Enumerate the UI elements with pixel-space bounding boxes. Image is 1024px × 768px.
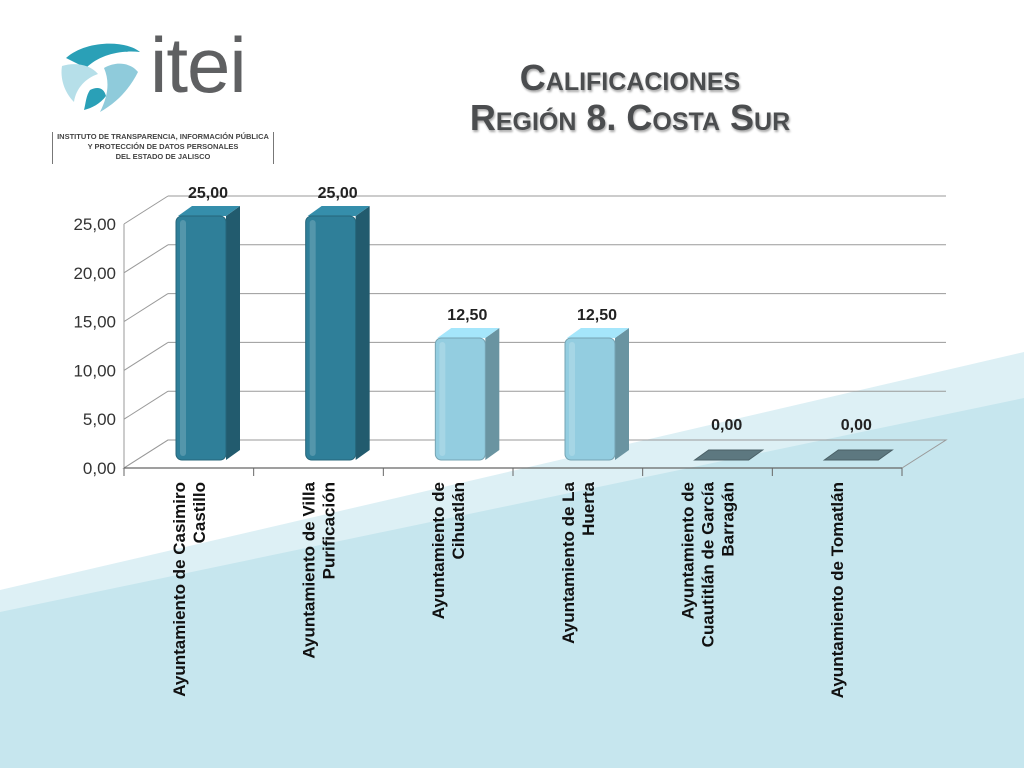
logo-wordmark: itei <box>150 21 247 109</box>
bar <box>305 215 357 461</box>
x-category-label: Ayuntamiento de Tomatlán <box>828 482 847 698</box>
y-tick-label: 10,00 <box>73 361 116 380</box>
background-band <box>0 398 1024 768</box>
bar <box>175 215 227 461</box>
gridline-side <box>123 195 169 225</box>
x-category-label: Ayuntamiento de CasimiroCastillo <box>170 482 209 697</box>
y-tick-label: 0,00 <box>83 459 116 478</box>
bar-top <box>437 328 500 338</box>
data-label: 12,50 <box>447 307 487 324</box>
bar-side <box>226 206 240 460</box>
page-title: Calificaciones Región 8. Costa Sur <box>400 58 860 138</box>
bar-top <box>307 206 370 216</box>
y-tick-label: 20,00 <box>73 264 116 283</box>
gridline-side <box>123 244 169 274</box>
data-label: 0,00 <box>711 417 742 434</box>
bar <box>822 449 894 461</box>
x-category-label: Ayuntamiento de LaHuerta <box>559 481 598 643</box>
bar-top <box>567 328 629 338</box>
bar-top <box>178 206 240 216</box>
chart-floor <box>122 439 948 469</box>
logo-caption-line: DEL ESTADO DE JALISCO <box>115 152 211 161</box>
logo-caption-line: Y PROTECCIÓN DE DATOS PERSONALES <box>87 142 239 151</box>
data-label: 12,50 <box>577 307 617 324</box>
bar-side <box>485 328 500 460</box>
bar <box>434 337 486 461</box>
data-label: 25,00 <box>318 185 358 202</box>
title-line-2: Región 8. Costa Sur <box>469 97 791 138</box>
x-category-label: Ayuntamiento deCihuatlán <box>429 482 468 619</box>
bar-highlight <box>439 342 446 456</box>
title-line-1: Calificaciones <box>519 57 741 98</box>
y-tick-label: 25,00 <box>73 215 116 234</box>
bar-highlight <box>180 220 186 456</box>
x-category-label: Ayuntamiento de VillaPurificación <box>300 481 339 658</box>
bar-side <box>355 206 370 460</box>
bar <box>693 449 765 461</box>
data-label: 25,00 <box>188 185 228 202</box>
gridline-side <box>123 390 169 420</box>
gridline-side <box>123 293 169 323</box>
bar-highlight <box>309 220 316 456</box>
data-label: 0,00 <box>841 417 872 434</box>
itei-logo-icon <box>61 43 140 112</box>
y-tick-label: 5,00 <box>83 410 116 429</box>
bar-side <box>615 328 629 460</box>
logo-caption: INSTITUTO DE TRANSPARENCIA, INFORMACIÓN … <box>52 132 274 164</box>
y-tick-label: 15,00 <box>73 313 116 332</box>
logo-caption-line: INSTITUTO DE TRANSPARENCIA, INFORMACIÓN … <box>57 132 269 141</box>
gridline-side <box>123 341 169 371</box>
bar-highlight <box>569 342 575 456</box>
bar <box>564 337 616 461</box>
x-category-label: Ayuntamiento deCuautitlán de GarcíaBarra… <box>679 481 738 647</box>
